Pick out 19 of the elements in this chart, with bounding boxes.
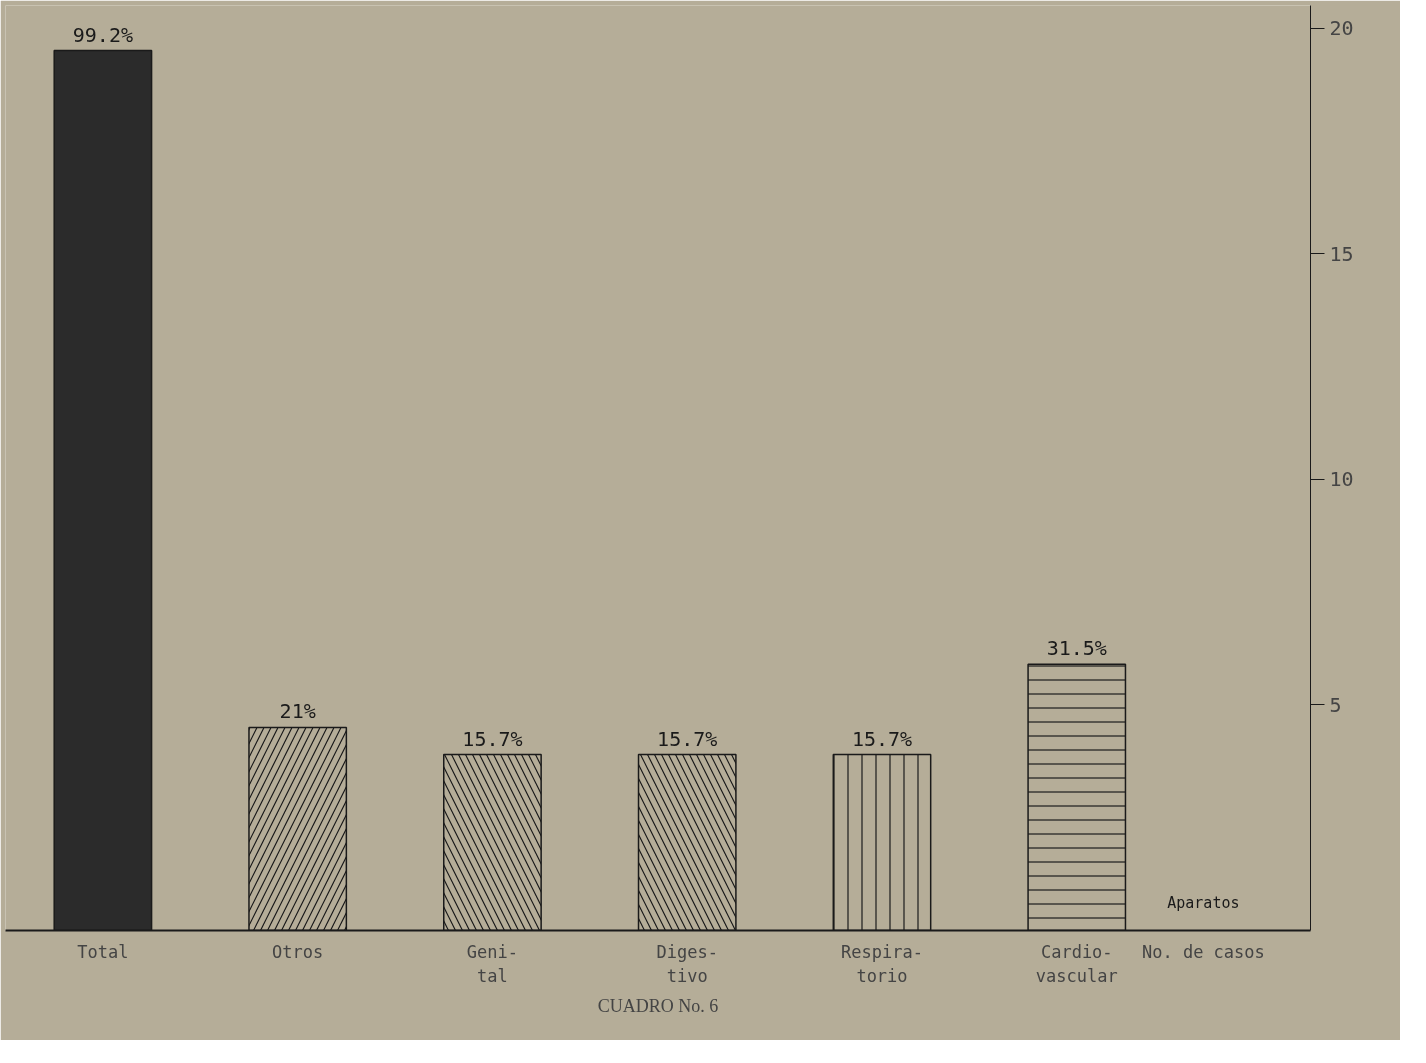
x-tick-label: Cardio- vascular: [1035, 941, 1118, 986]
x-tick-label: Diges- tivo: [656, 941, 718, 986]
x-tick-label: Otros: [272, 941, 324, 962]
annotation: 15.7%: [851, 726, 913, 751]
annotation: 21%: [279, 699, 316, 724]
y-tick-label: 5: [1329, 692, 1342, 717]
annotation: 99.2%: [72, 22, 133, 47]
text: CUADRO No. 6: [597, 995, 719, 1016]
y-tick-label: 20: [1329, 16, 1354, 41]
annotation: 31.5%: [1046, 636, 1107, 661]
x-axis-title: Aparatos: [1167, 894, 1240, 913]
x-tick-label: Respira- torio: [841, 941, 923, 986]
text: No. de casos: [1141, 941, 1265, 962]
annotation: 15.7%: [657, 726, 718, 751]
x-tick-label: Total: [77, 941, 129, 962]
annotation: 15.7%: [462, 726, 523, 751]
x-tick-label: Geni- tal: [466, 941, 519, 986]
y-tick-label: 15: [1329, 241, 1354, 266]
y-tick-label: 10: [1329, 467, 1354, 492]
